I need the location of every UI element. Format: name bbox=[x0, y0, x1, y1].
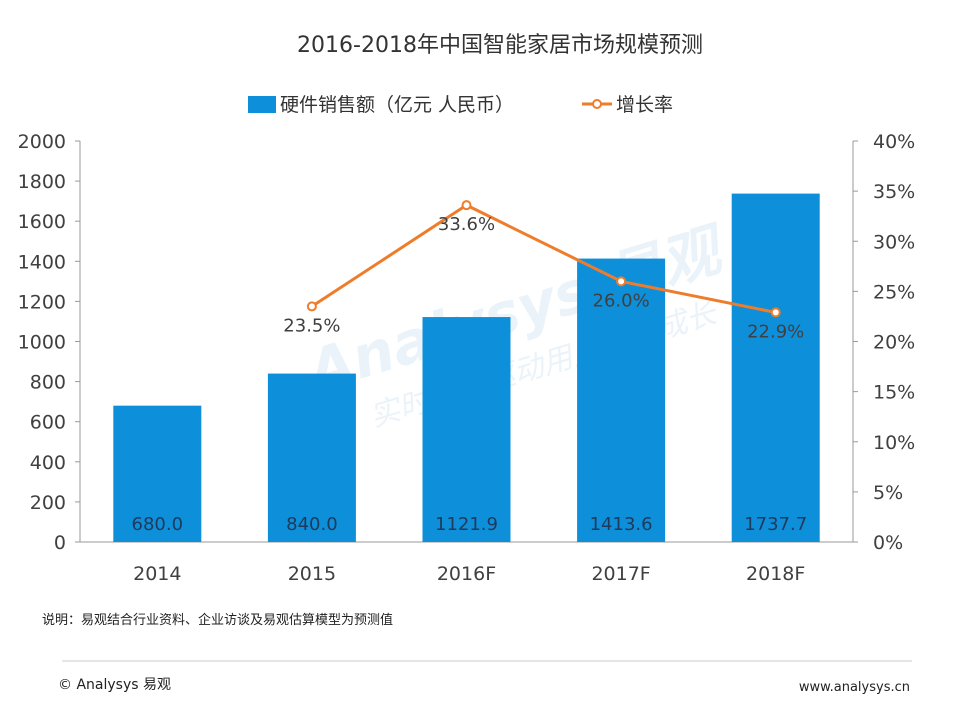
y-left-tick-label: 1400 bbox=[18, 251, 66, 273]
y-right-tick-label: 30% bbox=[873, 231, 915, 253]
y-left-tick-label: 600 bbox=[30, 412, 66, 434]
bar bbox=[422, 317, 511, 542]
bar bbox=[577, 258, 666, 542]
y-right-tick-label: 0% bbox=[873, 532, 903, 554]
bars bbox=[113, 193, 820, 542]
y-right-tick-label: 5% bbox=[873, 482, 903, 504]
y-right-ticks: 0% 5% 10% 15% 20% 25% 30% 35% 40% bbox=[853, 131, 915, 554]
watermark: Analysys 易观 实时分析驱动用户资产成长 bbox=[296, 214, 734, 435]
bar-value-label: 840.0 bbox=[286, 514, 338, 535]
y-left-tick-label: 800 bbox=[30, 372, 66, 394]
y-right-tick-label: 10% bbox=[873, 432, 915, 454]
bar-value-label: 1413.6 bbox=[590, 514, 653, 535]
bar-value-label: 680.0 bbox=[132, 514, 184, 535]
y-left-tick-label: 1200 bbox=[18, 291, 66, 313]
footer-url: www.analysys.cn bbox=[799, 680, 910, 695]
y-left-tick-label: 400 bbox=[30, 452, 66, 474]
growth-point bbox=[770, 307, 781, 318]
bar bbox=[267, 373, 356, 542]
growth-point bbox=[616, 276, 627, 287]
bar-value-label: 1121.9 bbox=[435, 514, 498, 535]
y-left-tick-label: 2000 bbox=[18, 131, 66, 153]
legend-line-label: 增长率 bbox=[616, 94, 673, 116]
x-tick-label: 2018F bbox=[746, 563, 805, 585]
y-right-tick-label: 35% bbox=[873, 181, 915, 203]
category-labels: 2014 2015 2016F 2017F 2018F bbox=[133, 563, 805, 585]
growth-line bbox=[306, 200, 781, 318]
bar bbox=[113, 405, 202, 542]
y-left-ticks: 0 200 400 600 800 1000 1200 1400 1600 1800 2000 bbox=[18, 131, 80, 554]
chart-title: 2016-2018年中国智能家居市场规模预测 bbox=[297, 33, 703, 58]
y-right-tick-label: 25% bbox=[873, 281, 915, 303]
footer-copyright: © Analysys 易观 bbox=[58, 677, 171, 693]
y-left-tick-label: 1800 bbox=[18, 171, 66, 193]
y-left-tick-label: 200 bbox=[30, 492, 66, 514]
growth-labels: 23.5% 33.6% 26.0% 22.9% bbox=[283, 214, 804, 342]
y-left-tick-label: 1000 bbox=[18, 332, 66, 354]
legend-line-marker bbox=[592, 99, 602, 109]
legend: 硬件销售额（亿元 人民币） 增长率 bbox=[248, 94, 673, 116]
x-tick-label: 2014 bbox=[133, 563, 181, 585]
x-tick-label: 2015 bbox=[288, 563, 336, 585]
legend-bar-label: 硬件销售额（亿元 人民币） bbox=[280, 94, 514, 116]
growth-value-label: 22.9% bbox=[747, 321, 804, 342]
growth-value-label: 26.0% bbox=[593, 290, 650, 311]
growth-line-path bbox=[311, 203, 776, 314]
bar bbox=[731, 193, 820, 542]
growth-value-label: 33.6% bbox=[438, 214, 495, 235]
y-left-tick-label: 0 bbox=[54, 532, 66, 554]
bar-value-label: 1737.7 bbox=[744, 514, 807, 535]
bar-labels: 680.0 840.0 1121.9 1413.6 1737.7 bbox=[132, 514, 808, 535]
growth-point bbox=[306, 301, 317, 312]
growth-point bbox=[461, 200, 472, 211]
growth-value-label: 23.5% bbox=[283, 315, 340, 336]
y-right-tick-label: 40% bbox=[873, 131, 915, 153]
y-right-tick-label: 15% bbox=[873, 382, 915, 404]
legend-bar-swatch bbox=[248, 96, 276, 113]
y-left-tick-label: 1600 bbox=[18, 211, 66, 233]
x-tick-label: 2016F bbox=[437, 563, 496, 585]
y-right-tick-label: 20% bbox=[873, 332, 915, 354]
x-tick-label: 2017F bbox=[591, 563, 650, 585]
chart-note: 说明：易观结合行业资料、企业访谈及易观估算模型为预测值 bbox=[42, 612, 393, 628]
